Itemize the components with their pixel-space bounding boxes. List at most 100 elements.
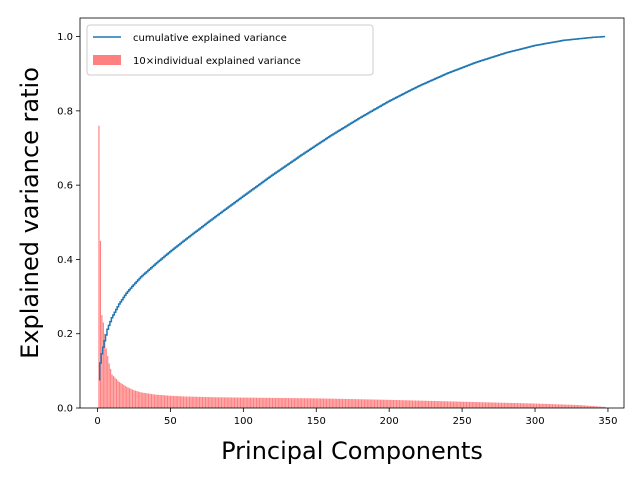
variance-bar	[124, 385, 126, 408]
variance-bar	[314, 398, 316, 408]
variance-bar	[153, 394, 155, 408]
variance-bar	[126, 386, 128, 408]
variance-bar	[527, 403, 529, 408]
variance-bar	[448, 401, 450, 408]
variance-bar	[210, 397, 212, 408]
x-tick-label: 100	[234, 416, 253, 427]
variance-bar	[465, 401, 468, 408]
variance-bar	[325, 398, 328, 408]
variance-bar	[302, 398, 304, 408]
y-tick-label: 0.4	[57, 255, 73, 266]
variance-bar	[573, 404, 575, 408]
variance-bar	[470, 401, 472, 408]
variance-bar	[410, 400, 412, 408]
variance-bar	[248, 397, 250, 408]
variance-bar	[474, 402, 476, 408]
variance-bar	[191, 396, 193, 408]
variance-bar	[213, 397, 215, 408]
variance-bar	[219, 397, 221, 408]
variance-bar	[336, 398, 338, 408]
variance-bar	[228, 397, 230, 408]
variance-bar	[152, 394, 154, 408]
variance-bar	[162, 395, 164, 408]
y-axis-title: Explained variance ratio	[16, 67, 44, 359]
variance-bar	[223, 397, 225, 408]
variance-bar	[551, 404, 554, 408]
variance-bar	[166, 395, 169, 408]
variance-bar	[560, 404, 562, 408]
variance-bar	[384, 399, 386, 408]
variance-bar	[177, 396, 179, 408]
variance-bar	[502, 402, 504, 408]
variance-bar	[455, 401, 457, 408]
variance-bar	[416, 400, 418, 408]
variance-bar	[174, 395, 176, 408]
variance-bar	[397, 400, 399, 408]
variance-bar	[471, 401, 473, 408]
variance-bar	[506, 402, 508, 408]
variance-bar	[452, 401, 454, 408]
variance-bar	[331, 398, 333, 408]
variance-bar	[598, 406, 600, 408]
variance-bar	[519, 403, 522, 408]
variance-bar	[559, 404, 561, 408]
variance-bar	[168, 395, 170, 408]
variance-bar	[600, 406, 602, 408]
variance-bar	[427, 400, 430, 408]
variance-bar	[320, 398, 322, 408]
variance-bar	[464, 401, 466, 408]
variance-bar	[257, 397, 259, 408]
variance-bar	[107, 356, 109, 408]
x-axis-title: Principal Components	[221, 437, 483, 465]
variance-bar	[308, 398, 310, 408]
variance-bar	[232, 397, 234, 408]
variance-bar	[190, 396, 192, 408]
variance-bar	[366, 399, 368, 408]
variance-bar	[372, 399, 374, 408]
variance-bar	[263, 397, 265, 408]
variance-bar	[476, 402, 478, 408]
variance-bar	[509, 402, 511, 408]
variance-bar	[525, 403, 527, 408]
variance-bar	[321, 398, 323, 408]
variance-bar	[182, 396, 185, 408]
variance-bar	[169, 395, 172, 408]
plot-area	[80, 18, 624, 408]
variance-bar	[467, 401, 469, 408]
variance-bar	[121, 383, 123, 408]
variance-bar	[150, 393, 153, 408]
variance-bar	[175, 396, 177, 408]
variance-bar	[411, 400, 414, 408]
variance-bar	[339, 398, 341, 408]
variance-bar	[398, 400, 400, 408]
variance-bar	[395, 400, 398, 408]
variance-bar	[368, 399, 370, 408]
variance-bar	[515, 403, 517, 408]
variance-bar	[557, 404, 559, 408]
variance-bar	[594, 406, 596, 408]
x-tick-label: 50	[164, 416, 177, 427]
variance-bar	[181, 396, 183, 408]
variance-bar	[563, 404, 565, 408]
variance-bar	[140, 392, 142, 408]
variance-bar	[546, 403, 548, 408]
variance-bar	[579, 405, 581, 408]
variance-bar	[324, 398, 326, 408]
variance-bar	[549, 404, 551, 408]
variance-bar	[387, 399, 389, 408]
variance-bar	[566, 404, 568, 408]
x-axis-ticks: 0 50 100 150 200 250 300 350	[94, 408, 618, 427]
variance-bar	[503, 402, 505, 408]
variance-bar	[295, 398, 297, 408]
variance-bar	[267, 397, 269, 408]
variance-bar	[247, 397, 249, 408]
variance-bar	[254, 397, 256, 408]
variance-bar	[301, 398, 303, 408]
variance-bar	[540, 403, 542, 408]
variance-bar	[390, 399, 392, 408]
x-tick-label: 0	[94, 416, 100, 427]
variance-bar	[111, 374, 113, 408]
variance-bar	[115, 379, 118, 408]
variance-bar	[400, 400, 402, 408]
variance-bar	[133, 390, 135, 408]
